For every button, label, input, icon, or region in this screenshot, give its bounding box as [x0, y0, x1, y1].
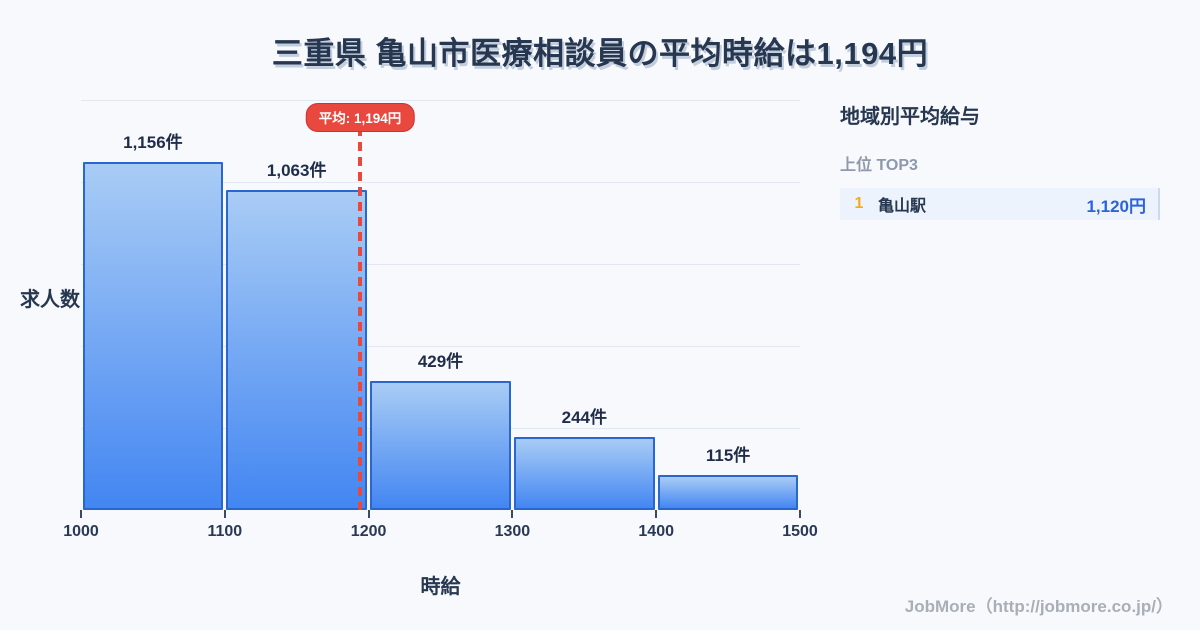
mean-label: 平均: 1,194円 [305, 103, 415, 132]
histogram-bar [82, 162, 224, 510]
x-tick-label: 1500 [782, 523, 818, 540]
x-tick-label: 1400 [638, 523, 674, 540]
gridline [81, 100, 800, 101]
station-name: 亀山駅 [878, 198, 927, 215]
histogram-bar [513, 436, 655, 510]
bar-value-label: 429件 [417, 351, 464, 371]
ranking-row: 1 亀山駅 1,120円 [840, 188, 1160, 220]
gridline [81, 264, 800, 265]
salary-value: 1,120円 [1086, 196, 1146, 216]
plot-area: 1,156件 1,063件 429件 244件 115件 平均: 1,194円 1000… [63, 100, 818, 540]
bars: 1,156件 1,063件 429件 244件 115件 [81, 100, 800, 510]
footer-credit: JobMore（http://jobmore.co.jp/） [904, 597, 1173, 616]
mean-line [357, 127, 362, 510]
y-axis-label: 求人数 [20, 289, 80, 311]
x-tick-label: 1000 [63, 523, 99, 540]
sidebar-subheading: 上位 TOP3 [840, 157, 918, 174]
tick-mark [799, 510, 801, 518]
gridline [81, 182, 800, 183]
bar-value-label: 1,156件 [123, 133, 183, 153]
histogram-bar [370, 380, 511, 510]
bar-value-label: 244件 [561, 407, 607, 427]
tick-mark [367, 510, 370, 518]
x-axis-label: 時給 [420, 576, 461, 598]
x-tick-label: 1200 [350, 523, 387, 540]
x-tick-label: 1100 [207, 523, 243, 540]
tick-mark [80, 510, 82, 518]
gridline [81, 346, 800, 347]
histogram-bar [657, 475, 799, 510]
tick-mark [655, 510, 658, 518]
sidebar: 地域別平均給与 上位 TOP3 1 亀山駅 1,120円 [840, 100, 1160, 226]
x-tick-label: 1300 [494, 523, 531, 540]
sidebar-heading: 地域別平均給与 [840, 106, 980, 128]
tick-mark [223, 510, 226, 518]
rank-number: 1 [854, 195, 864, 212]
bar-value-label: 1,063件 [266, 161, 327, 181]
histogram-bar [226, 190, 368, 510]
ranking-list: 1 亀山駅 1,120円 [840, 188, 1160, 220]
page-title: 三重県 亀山市医療相談員の平均時給は1,194円 [271, 36, 929, 71]
tick-mark [511, 510, 514, 518]
bar-value-label: 115件 [705, 446, 751, 466]
x-ticks: 1000 1100 1200 1300 1400 1500 [63, 510, 818, 550]
